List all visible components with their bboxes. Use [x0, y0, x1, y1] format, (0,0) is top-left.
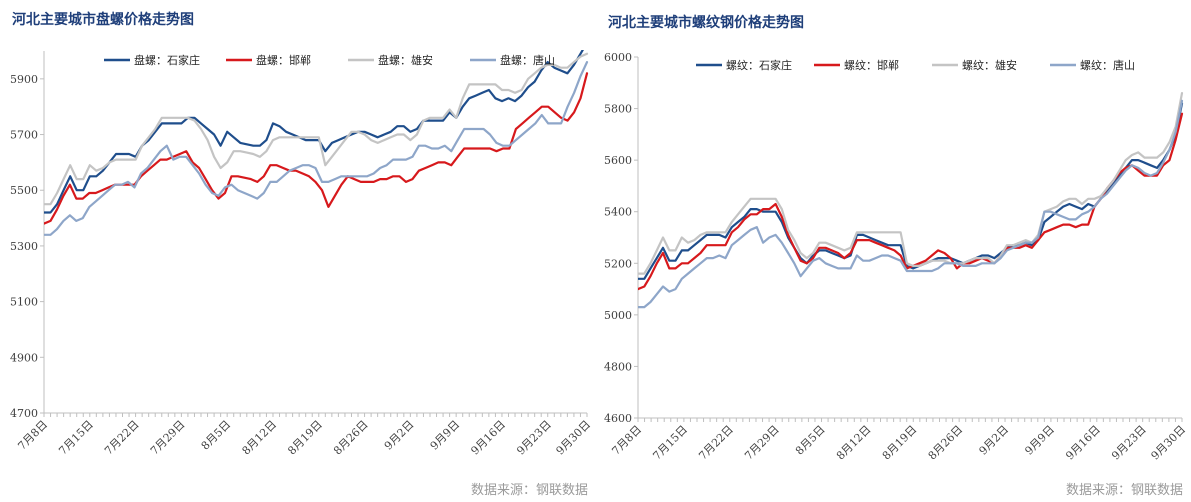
legend-label: 盘螺：邯郸	[256, 53, 311, 67]
series-group	[638, 91, 1184, 309]
x-tick-label: 7月22日	[102, 418, 142, 458]
series-line	[44, 72, 589, 225]
x-tick-label: 7月29日	[148, 418, 188, 458]
x-tick-label: 8月12日	[239, 418, 279, 458]
y-tick-label: 5900	[10, 73, 38, 86]
y-tick-label: 4900	[10, 351, 38, 364]
x-tick-label: 8月26日	[926, 423, 966, 463]
x-tick-label: 7月29日	[742, 423, 782, 463]
x-tick-label: 8月12日	[834, 423, 874, 463]
series-group	[44, 50, 589, 236]
x-tick-label: 8月19日	[285, 418, 325, 458]
x-tick-label: 9月9日	[428, 418, 463, 453]
x-tick-label: 8月5日	[793, 423, 828, 458]
x-tick-label: 8月26日	[331, 418, 371, 458]
data-source: 数据来源：钢联数据	[1065, 483, 1183, 498]
x-tick-label: 7月22日	[696, 423, 736, 463]
y-tick-label: 5000	[604, 309, 632, 322]
series-line	[44, 50, 584, 214]
x-tick-label: 7月8日	[15, 418, 50, 453]
y-tick-label: 4800	[604, 360, 632, 373]
y-tick-label: 5300	[10, 240, 38, 253]
x-tick-label: 7月15日	[650, 423, 690, 463]
chart-title: 河北主要城市螺纹钢价格走势图	[608, 15, 804, 31]
series-line	[638, 112, 1184, 291]
x-tick-label: 9月30日	[554, 418, 594, 458]
y-tick-label: 5700	[10, 129, 38, 142]
legend-label: 螺纹：邯郸	[844, 58, 899, 72]
x-tick-label: 9月16日	[468, 418, 508, 458]
x-tick-label: 9月9日	[1022, 423, 1057, 458]
legend-label: 螺纹：雄安	[962, 58, 1017, 72]
series-line	[44, 52, 589, 206]
data-source: 数据来源：钢联数据	[470, 483, 588, 498]
y-tick-label: 5400	[604, 206, 632, 219]
legend-label: 盘螺：唐山	[500, 53, 555, 67]
y-tick-label: 5200	[604, 257, 632, 270]
y-tick-label: 5800	[604, 103, 632, 116]
x-tick-label: 9月30日	[1149, 423, 1189, 463]
legend-label: 螺纹：石家庄	[726, 58, 792, 72]
x-tick-label: 8月19日	[880, 423, 920, 463]
chart-panel-rebar: 河北主要城市螺纹钢价格走势图 4600 4800 5000 5200 5400 5600 5…	[596, 0, 1191, 502]
legend-label: 螺纹：唐山	[1080, 58, 1135, 72]
x-tick-label: 9月2日	[382, 418, 417, 453]
legend-label: 盘螺：雄安	[378, 53, 433, 67]
y-tick-label: 5600	[604, 154, 632, 167]
series-line	[44, 60, 589, 236]
chart-title: 河北主要城市盘螺价格走势图	[12, 12, 194, 28]
y-tick-label: 5500	[10, 184, 38, 197]
x-tick-label: 7月15日	[56, 418, 96, 458]
y-tick-label: 4600	[604, 412, 632, 425]
rebar-price-chart: 4600 4800 5000 5200 5400 5600 5800 6000 7月8日 7月15…	[604, 51, 1189, 463]
y-tick-label: 4700	[10, 407, 38, 420]
x-tick-label: 9月2日	[977, 423, 1012, 458]
x-tick-label: 7月8日	[609, 423, 644, 458]
series-line	[638, 102, 1184, 280]
y-tick-label: 5100	[10, 296, 38, 309]
legend-label: 盘螺：石家庄	[134, 53, 200, 67]
chart-panel-coil: 河北主要城市盘螺价格走势图 4700 4900 5100 5300 5500 5700 59…	[10, 12, 594, 498]
y-tick-label: 6000	[604, 51, 632, 64]
series-line	[638, 91, 1184, 275]
x-tick-label: 8月5日	[199, 418, 234, 453]
x-tick-label: 9月23日	[514, 418, 554, 458]
x-tick-label: 9月16日	[1063, 423, 1103, 463]
series-line	[638, 99, 1184, 309]
x-tick-label: 9月23日	[1109, 423, 1149, 463]
